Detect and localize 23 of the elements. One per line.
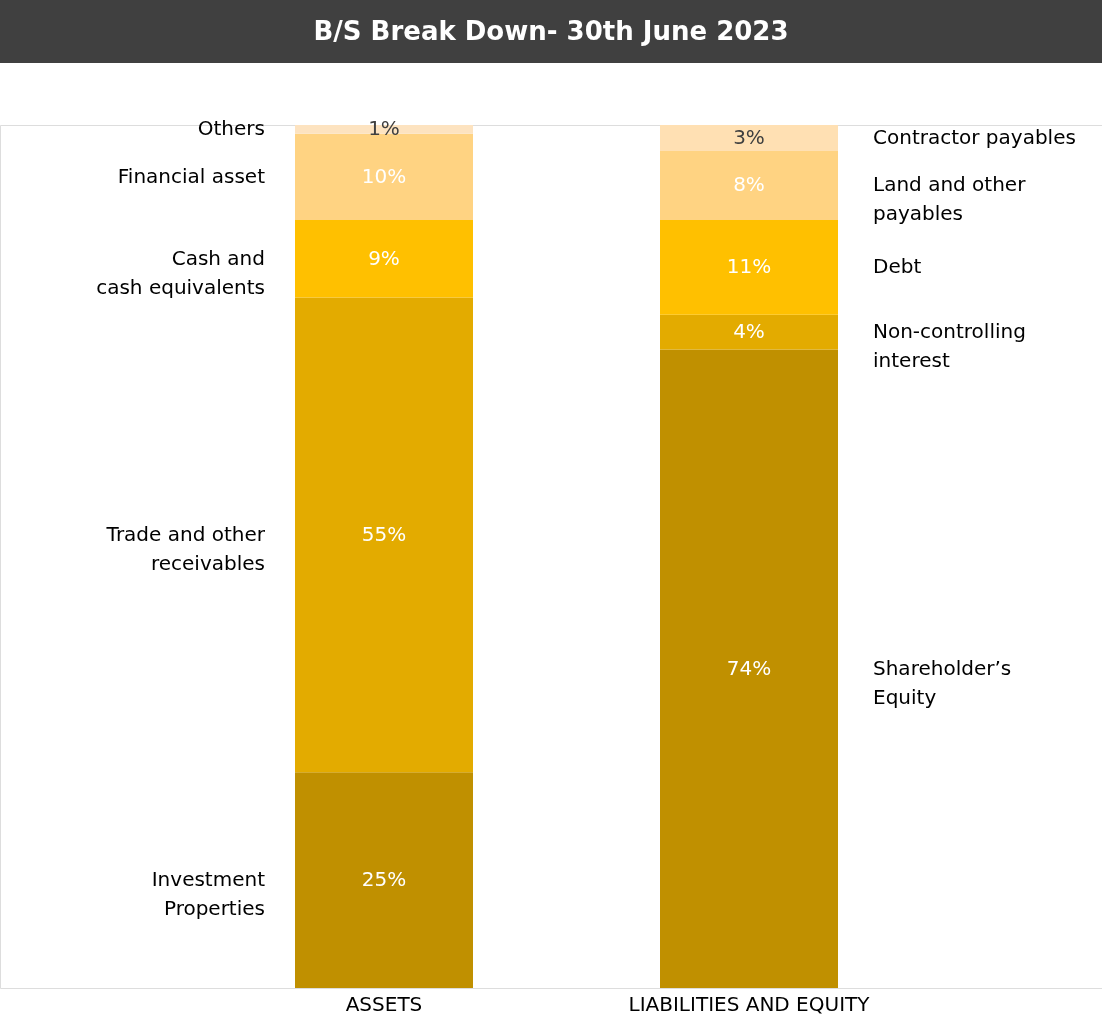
series-label: Financial asset [117, 163, 266, 188]
series-label: Debt [873, 254, 922, 279]
data-label: 55% [361, 521, 407, 546]
data-label: 10% [361, 163, 407, 188]
data-label: 9% [368, 245, 400, 270]
data-label: 3% [733, 124, 765, 149]
data-label: 74% [726, 655, 772, 680]
data-label: 1% [368, 116, 400, 141]
data-label: 25% [361, 867, 407, 892]
series-label: Contractor payables [873, 124, 1076, 149]
series-label: Shareholder’s Equity [873, 655, 1012, 709]
series-label: Non-controlling interest [873, 319, 1026, 373]
x-tick-label: ASSETS [345, 991, 423, 1016]
series-label: Trade and other receivables [105, 521, 266, 575]
series-label: Others [197, 116, 265, 141]
series-label: Cash and cash equivalents [96, 245, 265, 299]
series-label: Land and other payables [873, 172, 1027, 226]
chart-title: B/S Break Down- 30th June 2023 [313, 16, 789, 46]
series-label: Investment Properties [151, 867, 266, 921]
data-label: 11% [726, 254, 772, 279]
data-label: 4% [733, 319, 765, 344]
data-label: 8% [733, 172, 765, 197]
x-tick-label: LIABILITIES AND EQUITY [628, 991, 871, 1016]
